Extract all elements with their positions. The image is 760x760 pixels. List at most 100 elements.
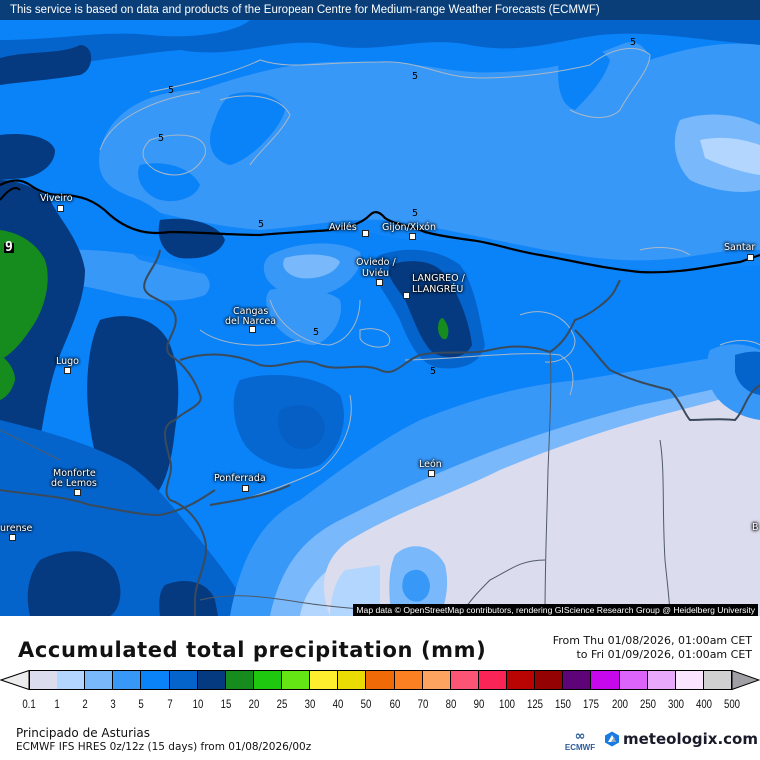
colorbar-tick-label: 300 <box>667 697 684 711</box>
colorbar-tick-label: 80 <box>445 697 457 711</box>
meteologix-brand[interactable]: meteologix.com <box>604 730 758 748</box>
city-marker <box>249 326 256 333</box>
colorbar-tick-label: 2 <box>82 697 88 711</box>
colorbar-tick-label: 5 <box>138 697 145 711</box>
colorbar-cell <box>703 670 732 690</box>
city-marker <box>376 279 383 286</box>
ecmwf-logo-text: ECMWF <box>564 743 596 752</box>
city-label-viveiro: Viveiro <box>40 193 73 204</box>
city-label-monforte-1: Monforte <box>53 468 96 479</box>
colorbar-cell <box>591 670 620 690</box>
meteologix-logo-icon <box>605 731 619 747</box>
colorbar-cell <box>338 670 367 690</box>
colorbar <box>0 670 760 690</box>
precipitation-field <box>0 20 760 616</box>
city-label-oviedo-1: Oviedo / <box>356 257 396 268</box>
colorbar-tick-label: 150 <box>555 697 572 711</box>
edge-value-label: 9 <box>4 240 14 255</box>
region-name: Principado de Asturias <box>16 726 151 740</box>
colorbar-cell <box>113 670 142 690</box>
colorbar-tick-label: 0.1 <box>22 697 36 711</box>
colorbar-cell <box>282 670 311 690</box>
city-marker <box>57 205 64 212</box>
city-marker <box>428 470 435 477</box>
city-label-cangas-2: del Narcea <box>225 316 277 327</box>
colorbar-tick-label: 10 <box>192 697 204 711</box>
contour-label: 5 <box>257 475 264 486</box>
colorbar-tick-label: 40 <box>332 697 344 711</box>
colorbar-cell <box>450 670 479 690</box>
ecmwf-attribution-banner: This service is based on data and produc… <box>0 0 760 20</box>
colorbar-tick-label: 60 <box>389 697 400 711</box>
map-attribution: Map data © OpenStreetMap contributors, r… <box>353 604 758 616</box>
city-marker <box>403 292 410 299</box>
colorbar-tick-label: 175 <box>583 697 600 711</box>
colorbar-cell <box>535 670 564 690</box>
colorbar-tick-label: 25 <box>276 697 288 711</box>
period-from: From Thu 01/08/2026, 01:00am CET <box>552 634 752 647</box>
colorbar-tick-label: 1 <box>54 697 60 711</box>
city-marker <box>64 367 71 374</box>
contour-label: 5 <box>158 133 165 144</box>
colorbar-cell <box>366 670 395 690</box>
colorbar-cell <box>169 670 198 690</box>
contour-label: 5 <box>412 71 419 82</box>
colorbar-tick-label: 3 <box>110 697 117 711</box>
colorbar-tick-label: 100 <box>499 697 516 711</box>
forecast-period: From Thu 01/08/2026, 01:00am CET to Fri … <box>553 634 752 662</box>
colorbar-cell <box>619 670 648 690</box>
city-label-santander: Santar <box>724 242 756 253</box>
ecmwf-logo: ∞ ECMWF <box>562 729 598 752</box>
city-label-aviles: Avilés <box>329 222 357 233</box>
colorbar-tick-label: 70 <box>417 697 429 711</box>
colorbar-tick-label: 7 <box>166 697 173 711</box>
contour-label: 5 <box>168 85 175 96</box>
precipitation-map[interactable]: This service is based on data and produc… <box>0 0 760 616</box>
city-label-lugo: Lugo <box>56 356 79 367</box>
city-label-partial-b: B <box>752 522 759 533</box>
city-marker <box>362 230 369 237</box>
ecmwf-logo-icon: ∞ <box>574 729 586 744</box>
city-marker <box>747 254 754 261</box>
model-info: ECMWF IFS HRES 0z/12z (15 days) from 01/… <box>16 741 312 753</box>
colorbar-cell <box>563 670 592 690</box>
colorbar-cell <box>225 670 254 690</box>
city-label-langreo-1: LANGREO / <box>412 273 465 284</box>
contour-label: 5 <box>258 219 265 230</box>
city-marker <box>9 534 16 541</box>
city-label-monforte-2: de Lemos <box>51 478 97 489</box>
city-marker <box>409 233 416 240</box>
colorbar-tick-label: 500 <box>723 697 741 711</box>
colorbar-cell <box>675 670 704 690</box>
colorbar-tick-label: 30 <box>304 697 316 711</box>
contour-label: 5 <box>412 208 419 219</box>
legend-title: Accumulated total precipitation (mm) <box>18 638 487 662</box>
colorbar-tick-label: 15 <box>220 697 232 711</box>
city-label-leon: León <box>419 459 442 470</box>
contour-label: 5 <box>630 37 637 48</box>
colorbar-cell <box>394 670 423 690</box>
colorbar-cell <box>29 670 59 690</box>
colorbar-tick-label: 90 <box>473 697 485 711</box>
colorbar-cell <box>141 670 170 690</box>
colorbar-cell <box>422 670 451 690</box>
meteologix-brand-text: meteologix.com <box>623 730 758 748</box>
colorbar-cell <box>253 670 283 690</box>
colorbar-cell <box>647 670 676 690</box>
colorbar-cell <box>507 670 536 690</box>
colorbar-tick-label: 200 <box>611 697 628 711</box>
colorbar-cell <box>310 670 339 690</box>
city-label-langreo-2: LLANGRÉU <box>412 284 464 295</box>
colorbar-tick-label: 50 <box>361 697 372 711</box>
period-to: to Fri 01/09/2026, 01:00am CET <box>576 648 752 661</box>
colorbar-under-arrow <box>0 670 30 690</box>
colorbar-cell <box>197 670 226 690</box>
colorbar-over-arrow <box>731 670 760 690</box>
colorbar-cell <box>57 670 86 690</box>
city-marker <box>74 489 81 496</box>
contour-label: 5 <box>313 327 320 338</box>
colorbar-tick-label: 250 <box>639 697 656 711</box>
city-label-gijon: Gijón/Xixón <box>382 222 436 233</box>
colorbar-tick-label: 20 <box>248 697 260 711</box>
contour-label: 5 <box>430 366 437 377</box>
